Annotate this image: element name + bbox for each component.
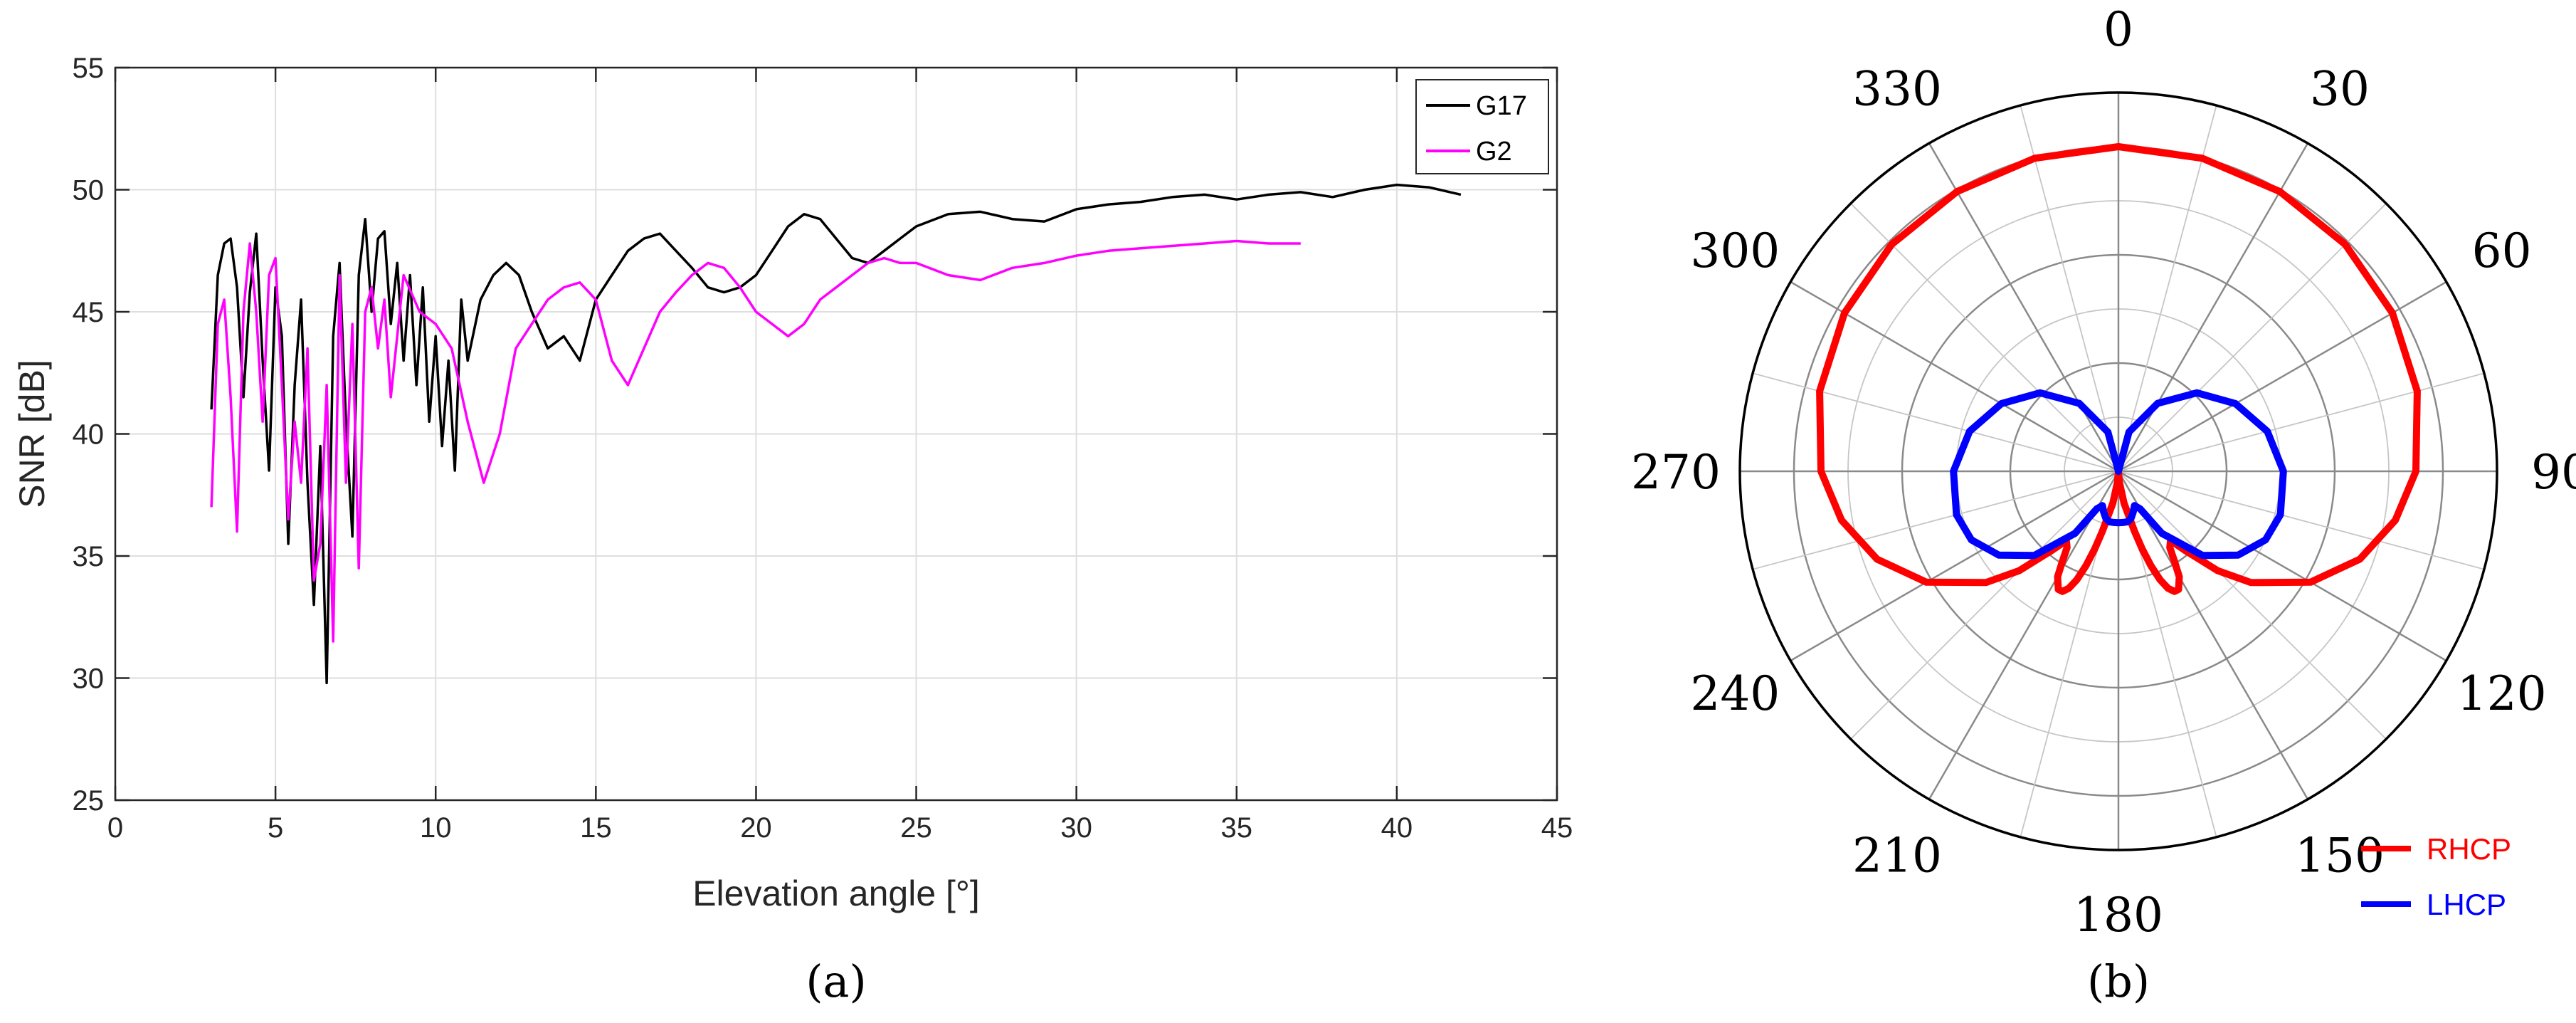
- angle-label-180: 180: [2074, 888, 2163, 943]
- x-tick-label: 35: [1221, 812, 1253, 844]
- angle-label-300: 300: [1690, 224, 1780, 278]
- y-tick-label: 25: [73, 785, 105, 817]
- angle-label-60: 60: [2472, 224, 2532, 278]
- y-tick-label: 55: [73, 53, 105, 84]
- angle-label-30: 30: [2310, 61, 2370, 116]
- polar-spoke: [2118, 471, 2485, 570]
- polar-spoke: [2118, 470, 2447, 662]
- y-axis-label: SNR [dB]: [12, 360, 52, 508]
- legend-label-g17: G17: [1476, 91, 1527, 121]
- panel-b-polar-chart: 0 30 60 90 120 150 180 210 240 270 300 330 RHCP LHCP (…: [1631, 2, 2576, 1007]
- x-tick-label: 20: [740, 812, 772, 844]
- angle-label-120: 120: [2457, 666, 2547, 721]
- x-tick-label: 40: [1381, 812, 1413, 844]
- polar-legend: RHCP LHCP: [2361, 832, 2511, 921]
- polar-spoke: [1752, 471, 2119, 570]
- angle-label-330: 330: [1852, 61, 1942, 116]
- polar-spoke: [1850, 471, 2119, 740]
- caption-b: (b): [2087, 955, 2150, 1007]
- panel-a-line-chart: 0 5 10 15 20 25 30 35 40 45 25 30 35 40 45 50 55 Elevatio…: [12, 53, 1573, 1007]
- polar-spoke: [2117, 142, 2309, 472]
- x-tick-label: 30: [1060, 812, 1092, 844]
- x-tick-label: 45: [1541, 812, 1573, 844]
- y-tick-label: 35: [73, 541, 105, 572]
- x-tick-label: 0: [107, 812, 123, 844]
- y-tick-label: 30: [73, 663, 105, 695]
- series-line-g2: [210, 239, 1301, 643]
- y-tick-label: 45: [73, 297, 105, 328]
- polar-outer-ring: [1738, 91, 2498, 851]
- legend-box: [1415, 79, 1549, 174]
- polar-spoke: [1928, 471, 2120, 800]
- polar-spoke: [2118, 471, 2387, 740]
- angle-label-150: 150: [2295, 829, 2385, 883]
- polar-spoke: [1752, 372, 2119, 472]
- legend: G17 G2: [1415, 79, 1549, 174]
- polar-spoke: [2020, 105, 2119, 472]
- x-tick-label: 25: [900, 812, 932, 844]
- polar-spoke: [2117, 471, 2309, 800]
- polar-trace-lhcp: [1950, 389, 2287, 560]
- polar-spoke: [2118, 203, 2387, 472]
- x-tick-label: 5: [268, 812, 283, 844]
- angle-label-0: 0: [2103, 2, 2133, 57]
- polar-spoke: [2118, 372, 2485, 472]
- caption-a: (a): [806, 955, 866, 1007]
- angle-label-210: 210: [1852, 829, 1942, 883]
- polar-spoke: [2118, 105, 2217, 472]
- x-tick-label: 10: [420, 812, 452, 844]
- polar-spoke: [1790, 470, 2119, 662]
- y-tick-label: 40: [73, 419, 105, 451]
- y-tick-label: 50: [73, 175, 105, 206]
- angle-label-90: 90: [2531, 445, 2576, 500]
- angle-label-240: 240: [1690, 666, 1780, 721]
- x-axis-label: Elevation angle [°]: [692, 874, 980, 913]
- polar-spoke: [1850, 203, 2119, 472]
- polar-legend-label-lhcp: LHCP: [2427, 888, 2506, 921]
- x-tick-label: 15: [580, 812, 612, 844]
- angle-label-270: 270: [1631, 445, 1721, 500]
- polar-legend-label-rhcp: RHCP: [2427, 832, 2511, 866]
- legend-label-g2: G2: [1476, 137, 1512, 167]
- polar-spoke: [1928, 142, 2120, 472]
- series-line-g17: [210, 183, 1462, 685]
